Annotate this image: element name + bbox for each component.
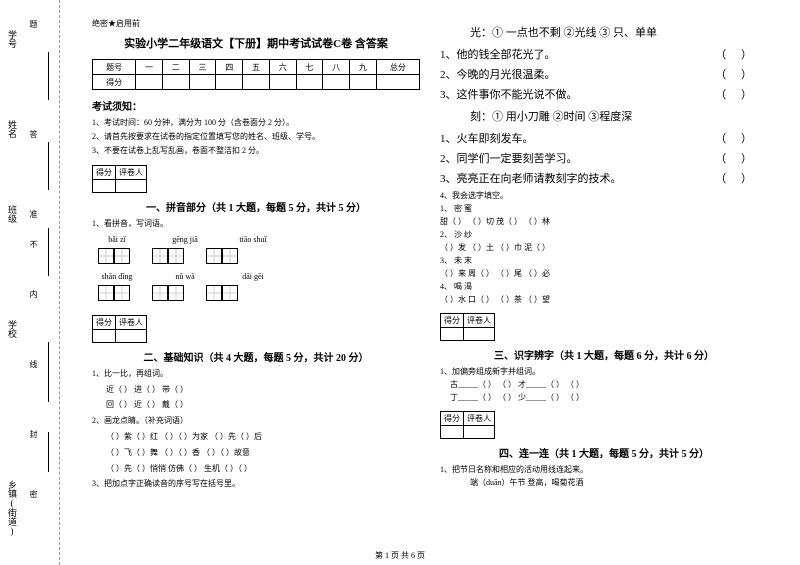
- binding-seal-char: 线: [28, 360, 39, 370]
- right-item: 3、亮亮正在向老师请教刻字的技术。（ ）: [440, 170, 768, 186]
- right-item: 1、他的钱全部花光了。（ ）: [440, 46, 768, 62]
- q2-1-line: 回（ ） 近（ ） 戴（ ）: [92, 399, 420, 412]
- question-1-1: 1、看拼音，写词语。: [92, 218, 420, 231]
- q4-line: 2、 沙 纱: [440, 229, 768, 240]
- section-score-box: 得分评卷人: [92, 315, 147, 343]
- right-group-head: 刻：① 用小刀雕 ②时间 ③程度深: [470, 108, 768, 124]
- score-row-label: 得分: [93, 75, 136, 90]
- q4-line: 4、 喝 渴: [440, 281, 768, 292]
- pinyin-row: bǎi zǐ gēng jiā tiāo shuǐ: [92, 235, 420, 244]
- q2-2-line: （ ）先（ ）悄悄 仿佛（ ） 生机（ ）（ ）: [92, 463, 420, 476]
- note-line: 1、考试时间：60 分钟，满分为 100 分（含卷面分 2 分）。: [92, 117, 420, 128]
- section-score-box: 得分评卷人: [440, 411, 495, 439]
- q4-line: 3、 未 末: [440, 255, 768, 266]
- exam-title: 实验小学二年级语文【下册】期中考试试卷C卷 含答案: [92, 35, 420, 51]
- binding-line: [48, 142, 49, 190]
- section-score-box: 得分评卷人: [92, 165, 147, 193]
- section4-title: 四、连一连（共 1 大题，每题 5 分，共计 5 分）: [440, 445, 768, 460]
- page-footer: 第 1 页 共 6 页: [0, 550, 800, 561]
- question-4: 4、我会选字填空。: [440, 190, 768, 201]
- binding-label-name: 姓名: [6, 120, 19, 138]
- note-line: 3、不要在试卷上乱写乱画，卷面不整洁扣 2 分。: [92, 145, 420, 156]
- notes-title: 考试须知：: [92, 98, 420, 113]
- right-item: 3、这件事你不能光说不做。（ ）: [440, 86, 768, 102]
- q4-line: （ ）发 （ ）土 （ ）巾 泥（ ）: [440, 242, 768, 253]
- q2-2-line: （ ）紫（ ）红 （ ）（ ）为家 （ ）先（ ）后: [92, 431, 420, 444]
- score-head: 题号: [93, 60, 136, 75]
- char-grid-row: [92, 246, 420, 266]
- question-2-1: 1、比一比，再组词。: [92, 368, 420, 381]
- q2-1-line: 近（ ） 进（ ） 带（ ）: [92, 384, 420, 397]
- binding-seal-char: 题: [28, 20, 39, 30]
- right-item: 2、今晚的月光很温柔。（ ）: [440, 66, 768, 82]
- question-3-1: 1、加偏旁组成新字并组词。: [440, 366, 768, 377]
- binding-seal-char: 内: [28, 290, 39, 300]
- binding-label-school: 学校: [6, 320, 19, 338]
- section1-title: 一、拼音部分（共 1 大题，每题 5 分，共计 5 分）: [92, 199, 420, 214]
- section-score-box: 得分评卷人: [440, 313, 495, 341]
- question-2-3: 3、把加点字正确读音的序号写在括号里。: [92, 478, 420, 491]
- binding-line: [48, 52, 49, 100]
- right-item: 1、火车即刻发车。（ ）: [440, 130, 768, 146]
- binding-label-id: 学号: [6, 30, 19, 48]
- char-grid-row: [92, 283, 420, 303]
- secret-label: 绝密★启用前: [92, 18, 420, 29]
- section2-title: 二、基础知识（共 4 大题，每题 5 分，共计 20 分）: [92, 349, 420, 364]
- right-item: 2、同学们一定要刻苦学习。（ ）: [440, 150, 768, 166]
- q3-1-line: 丁_____（ ） （ ） 少_____（ ） （ ）: [440, 392, 768, 403]
- question-4-1: 1、把节日名称和相应的活动用线连起来。: [440, 464, 768, 475]
- binding-line: [48, 342, 49, 402]
- section3-title: 三、识字辨字（共 1 大题，每题 6 分，共计 6 分）: [440, 347, 768, 362]
- q4-line: 甜（ ） （ ）切 茂（ ） （ ）林: [440, 216, 768, 227]
- binding-seal-char: 准: [28, 210, 39, 220]
- q3-1-line: 古_____（ ） （ ） 才_____（ ） （ ）: [440, 379, 768, 390]
- binding-label-town: 乡镇(街道): [6, 480, 19, 536]
- note-line: 2、请首先按要求在试卷的指定位置填写您的姓名、班级、学号。: [92, 131, 420, 142]
- binding-seal-char: 封: [28, 430, 39, 440]
- right-group-head: 光：① 一点也不剩 ②光线 ③ 只、单单: [470, 24, 768, 40]
- q4-line: （ ）水 口（ ） （ ）茶 （ ）望: [440, 294, 768, 305]
- binding-label-class: 班级: [6, 205, 19, 223]
- score-table: 题号 一 二 三 四 五 六 七 八 九 总分 得分: [92, 59, 420, 90]
- binding-line: [48, 432, 49, 472]
- q2-2-line: （ ）飞（ ）舞 （ ）（ ）香 （ ）（ ）故意: [92, 447, 420, 460]
- q4-line: （ ）来 周（ ） （ ）尾 （ ）必: [440, 268, 768, 279]
- binding-seal-char: 不: [28, 240, 39, 250]
- q4-line: 1、 密 蜜: [440, 203, 768, 214]
- binding-seal-char: 密: [28, 490, 39, 500]
- question-2-2: 2、画龙点睛。（补充词语）: [92, 415, 420, 428]
- binding-seal-char: 答: [28, 130, 39, 140]
- pinyin-row: shān dǐng nǔ wā dāi gēi: [92, 272, 420, 281]
- q4-1-line: 端（duān）午节 登高，喝菊花酒: [440, 477, 768, 488]
- binding-line: [48, 228, 49, 276]
